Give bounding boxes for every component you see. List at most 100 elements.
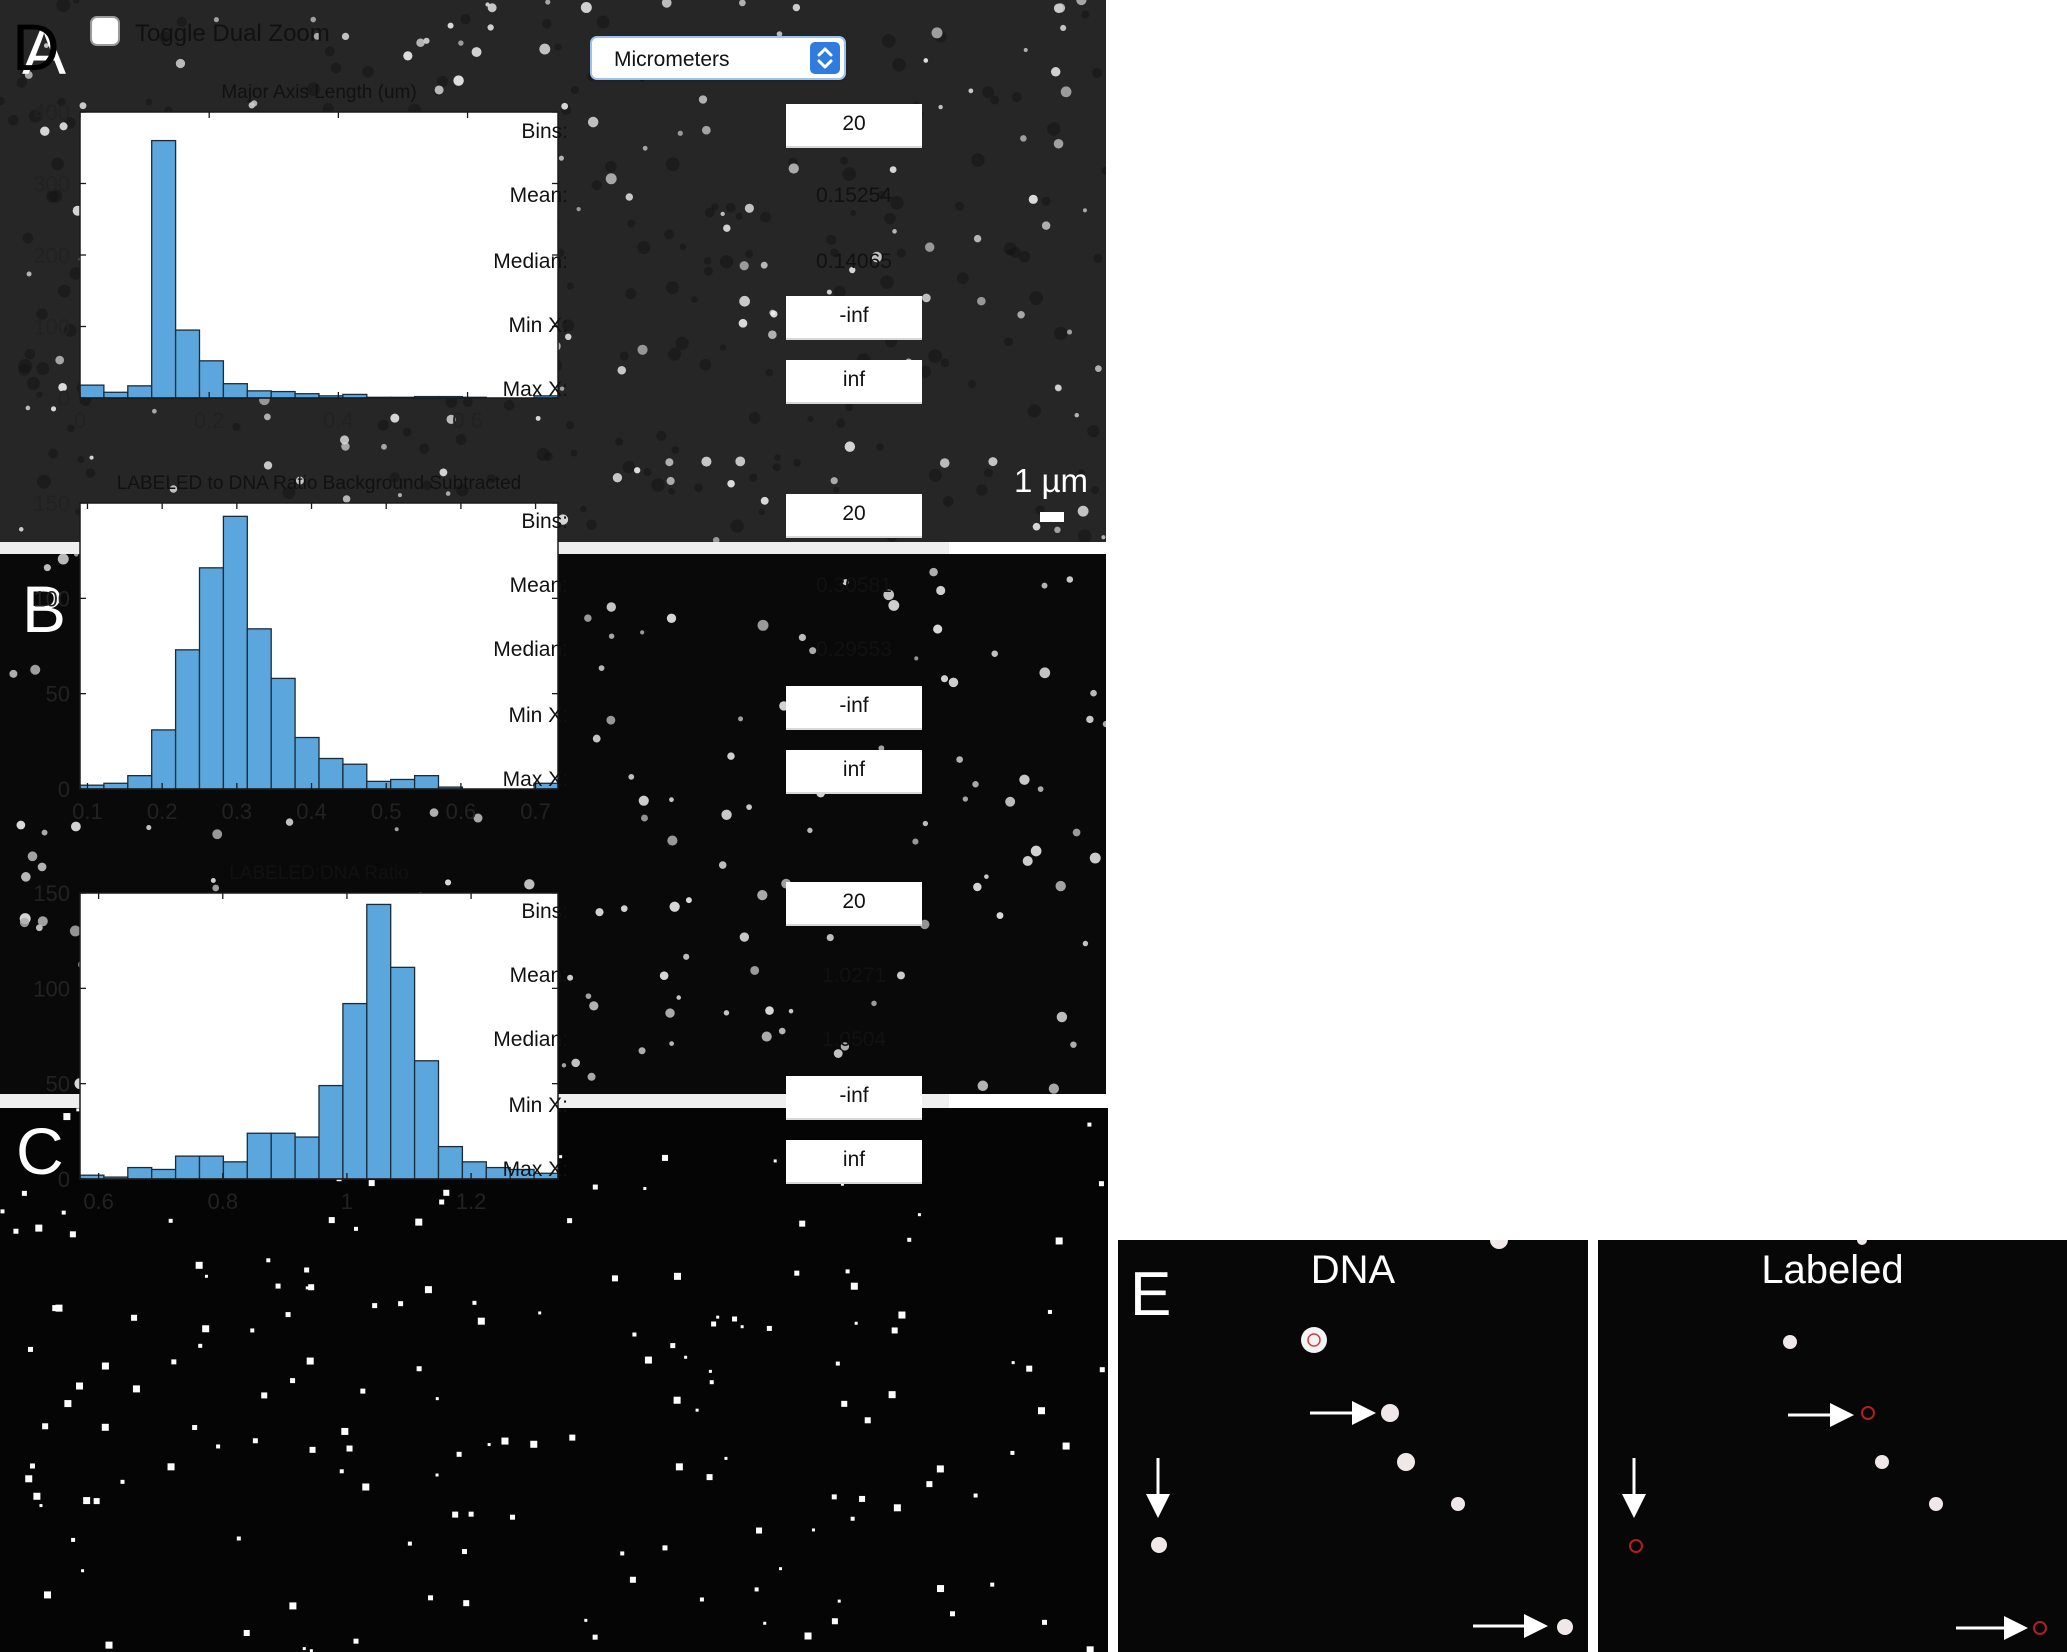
histogram-bar bbox=[127, 775, 153, 790]
histogram-bar bbox=[174, 1155, 201, 1180]
panel-a-letter: A bbox=[22, 14, 67, 88]
min-x-label: Min X: bbox=[508, 314, 568, 337]
histogram-bar bbox=[222, 515, 248, 790]
mean-label: Mean: bbox=[509, 574, 568, 597]
histogram-2: 0.1 0.2 0.3 0.4 0.5 0.6 0.7 0 50 100 150 LABELED to… bbox=[33, 473, 559, 824]
histogram-bar bbox=[103, 391, 129, 399]
units-dropdown-value: Micrometers bbox=[614, 48, 730, 71]
histogram-bar bbox=[270, 677, 296, 790]
mean-label: Mean: bbox=[509, 964, 568, 987]
median-label: Median: bbox=[493, 250, 568, 273]
x-tick-label: 0 bbox=[74, 408, 86, 433]
histogram-title: LABELED:DNA Ratio bbox=[229, 863, 409, 884]
bins-label: Bins: bbox=[521, 900, 568, 923]
histogram-1: 0 0.2 0.4 0.6 0 100 200 300 400 Major Axis Length… bbox=[33, 82, 559, 433]
x-tick-label: 1 bbox=[341, 1189, 353, 1214]
min-x-input[interactable]: -inf bbox=[786, 296, 922, 340]
bins-input[interactable]: 20 bbox=[786, 494, 922, 538]
panel-c-binary-mask: C bbox=[0, 1108, 1108, 1652]
median-value: 0.29553 bbox=[816, 638, 892, 661]
particle-spots bbox=[0, 1108, 1105, 1652]
panel-e-dna-canvas bbox=[1146, 1240, 1573, 1638]
median-value: 1.0504 bbox=[821, 1028, 887, 1051]
histogram-bar bbox=[318, 1084, 344, 1180]
units-dropdown[interactable]: Micrometers bbox=[590, 36, 846, 80]
x-tick-label: 0.6 bbox=[446, 799, 477, 824]
particle-spots bbox=[0, 0, 1106, 542]
max-x-input[interactable]: inf bbox=[786, 360, 922, 404]
max-x-input[interactable]: inf bbox=[786, 750, 922, 794]
max-x-input[interactable]: inf bbox=[786, 1140, 922, 1184]
x-tick-label: 0.3 bbox=[222, 799, 253, 824]
y-tick-label: 50 bbox=[46, 1072, 70, 1097]
panel-d-letter: D bbox=[12, 10, 60, 84]
panel-c-canvas bbox=[0, 1108, 1105, 1652]
scale-bar-label: 1 µm bbox=[1014, 462, 1089, 499]
histogram-bar bbox=[366, 903, 392, 1180]
histogram-3: 0.6 0.8 1 1.2 0 50 100 150 LABELED:DNA Ratio bbox=[33, 863, 559, 1214]
histogram-bar bbox=[270, 1132, 296, 1180]
min-x-input[interactable]: -inf bbox=[786, 686, 922, 730]
histogram-bar bbox=[342, 763, 368, 790]
histogram-bar bbox=[246, 628, 272, 790]
histogram-bar bbox=[198, 567, 225, 790]
x-tick-label: 1.2 bbox=[456, 1189, 487, 1214]
panel-a-canvas bbox=[0, 0, 1106, 542]
histogram-bar bbox=[342, 1002, 368, 1180]
x-tick-label: 0.5 bbox=[371, 799, 402, 824]
dna-zoom-title: DNA bbox=[1310, 1248, 1396, 1292]
y-tick-label: 400 bbox=[33, 100, 70, 125]
histogram-bar bbox=[318, 757, 344, 790]
min-x-label: Min X: bbox=[508, 1094, 568, 1117]
min-x-input[interactable]: -inf bbox=[786, 1076, 922, 1120]
x-tick-label: 0.6 bbox=[452, 408, 483, 433]
x-tick-label: 0.2 bbox=[147, 799, 178, 824]
y-tick-label: 200 bbox=[33, 243, 70, 268]
mean-value: 1.0271 bbox=[821, 964, 887, 987]
histogram-title: Major Axis Length (um) bbox=[221, 82, 416, 103]
panel-e-labeled-zoom: Labeled bbox=[1598, 1240, 2067, 1652]
median-label: Median: bbox=[493, 1028, 568, 1051]
max-x-label: Max X: bbox=[502, 768, 568, 791]
labeled-particles bbox=[1629, 1240, 2047, 1635]
scale-bar bbox=[1040, 512, 1064, 522]
histogram-bar bbox=[103, 782, 129, 790]
y-tick-label: 0 bbox=[58, 386, 70, 411]
max-x-label: Max X: bbox=[502, 1158, 568, 1181]
histogram-bar bbox=[198, 1155, 225, 1180]
y-tick-label: 150 bbox=[33, 491, 70, 516]
x-tick-label: 0.4 bbox=[323, 408, 354, 433]
min-x-label: Min X: bbox=[508, 704, 568, 727]
bins-input[interactable]: 20 bbox=[786, 882, 922, 926]
y-tick-label: 100 bbox=[33, 976, 70, 1001]
x-tick-label: 0.8 bbox=[207, 1189, 238, 1214]
x-tick-label: 0.6 bbox=[83, 1189, 114, 1214]
bins-label: Bins: bbox=[521, 510, 568, 533]
histogram-bar bbox=[390, 966, 416, 1180]
histogram-bar bbox=[222, 383, 248, 399]
y-tick-label: 0 bbox=[58, 777, 70, 802]
histogram-bar bbox=[222, 1161, 248, 1180]
histogram-bar bbox=[294, 1136, 320, 1180]
median-value: 0.14065 bbox=[816, 250, 892, 273]
histogram-bar bbox=[151, 1168, 177, 1180]
x-tick-label: 0.4 bbox=[296, 799, 327, 824]
mean-value: 0.15254 bbox=[816, 184, 892, 207]
histogram-bar bbox=[127, 385, 153, 399]
histogram-bar bbox=[246, 1132, 272, 1180]
y-tick-label: 50 bbox=[46, 682, 70, 707]
bins-input[interactable]: 20 bbox=[786, 104, 922, 148]
axes-frame bbox=[79, 502, 559, 790]
panel-e-letter: E bbox=[1130, 1260, 1172, 1329]
histogram-bar bbox=[151, 139, 177, 399]
histogram-bar bbox=[366, 780, 392, 790]
histogram-bar bbox=[174, 329, 201, 399]
y-tick-label: 0 bbox=[58, 1167, 70, 1192]
y-tick-label: 100 bbox=[33, 315, 70, 340]
y-tick-label: 150 bbox=[33, 881, 70, 906]
labeled-zoom-title: Labeled bbox=[1761, 1248, 1904, 1292]
histogram-bar bbox=[174, 649, 201, 790]
panel-b-letter: B bbox=[22, 572, 67, 646]
toggle-dual-zoom-checkbox[interactable] bbox=[90, 16, 120, 46]
